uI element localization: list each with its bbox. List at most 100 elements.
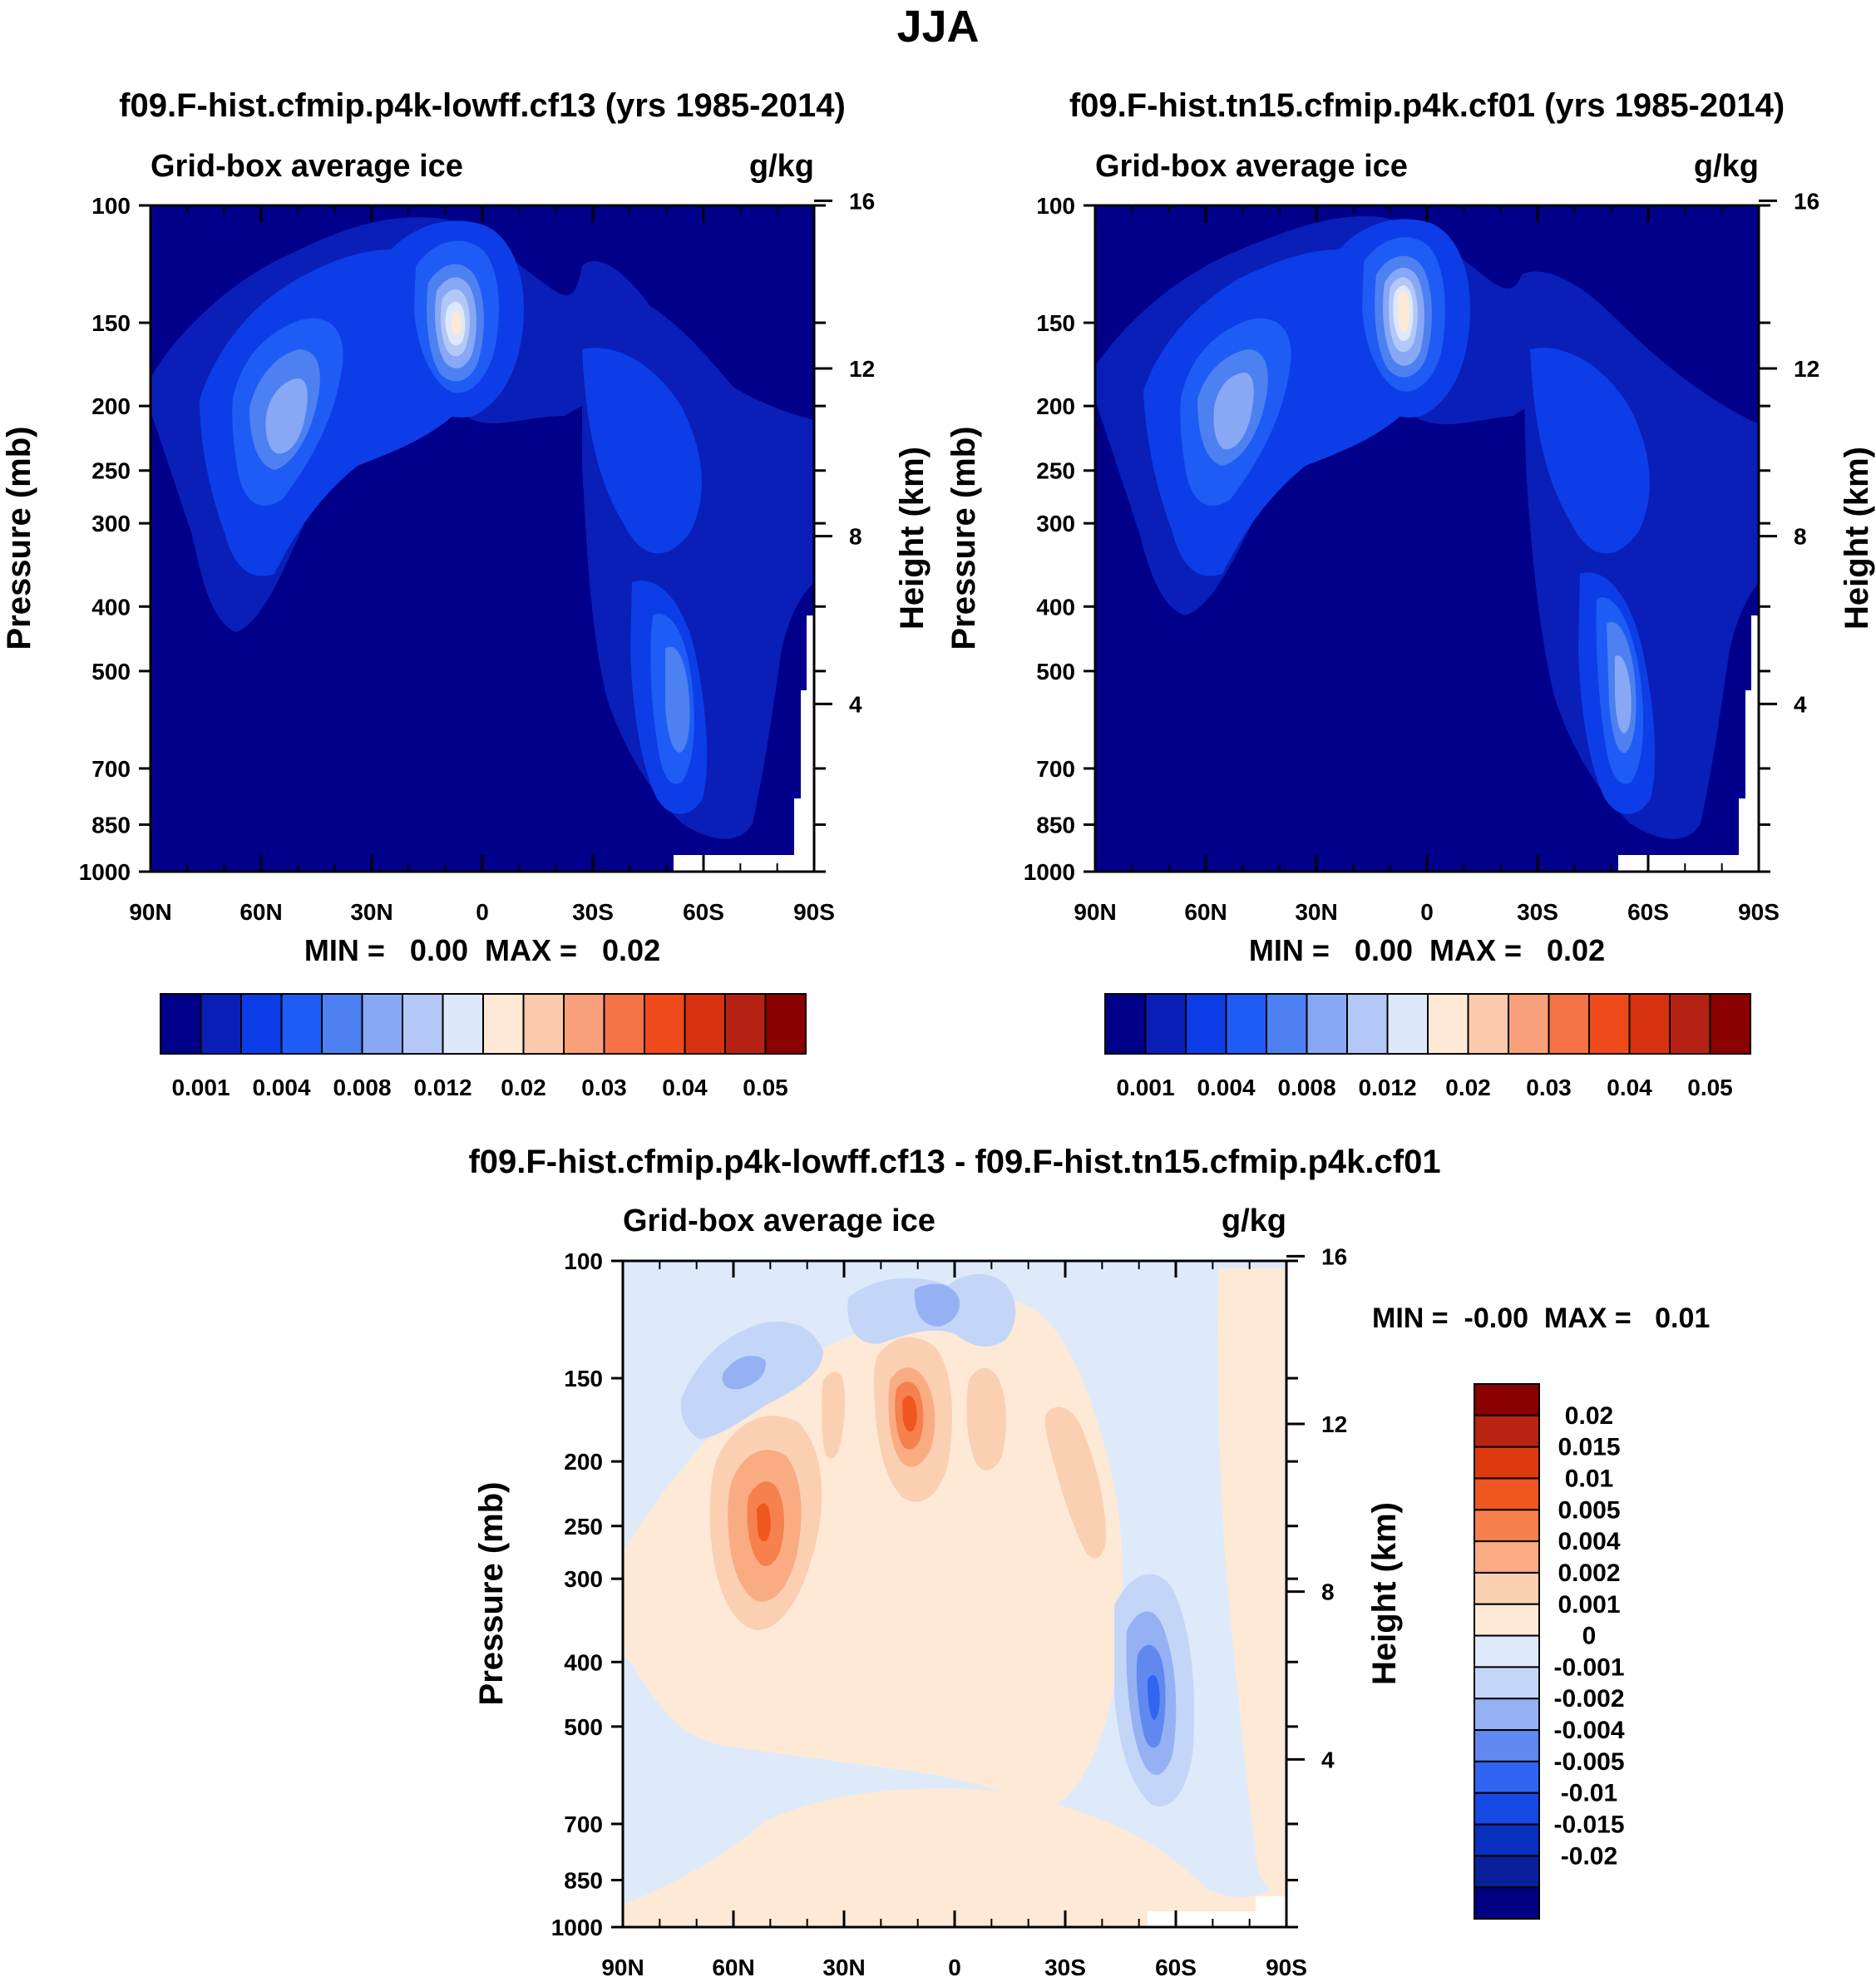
x-tick-label: 30N xyxy=(350,899,392,925)
panel-b-contour-sh-upper-2 xyxy=(1530,348,1650,554)
x-tick-label: 30S xyxy=(572,899,614,925)
colorbar-box xyxy=(1346,993,1389,1055)
colorbar-box xyxy=(1225,993,1267,1055)
colorbar-box xyxy=(1628,993,1671,1055)
y-tick-label: 700 xyxy=(1036,756,1075,782)
colorbar-label: 0.001 xyxy=(171,1075,230,1100)
y-tick-label: 300 xyxy=(564,1566,603,1592)
y-tick-label: 1000 xyxy=(1024,859,1075,885)
panel-b-missing-data xyxy=(1618,615,1759,872)
panel-a-contour-eq-8 xyxy=(452,311,462,335)
y-tick-label: 100 xyxy=(564,1248,603,1274)
height-tick-label: 16 xyxy=(1794,188,1819,214)
colorbar-label: 0.001 xyxy=(1558,1591,1620,1619)
colorbar-label: 0.008 xyxy=(333,1075,391,1100)
colorbar-box xyxy=(1474,1509,1540,1543)
height-tick-label: 12 xyxy=(849,356,875,382)
y-tick-label: 700 xyxy=(564,1811,603,1837)
colorbar-box xyxy=(1474,1729,1540,1762)
colorbar-box xyxy=(1474,1414,1540,1448)
panel-b-ylabel: Pressure (mb) xyxy=(945,427,982,650)
panel-c-contour-pos-eq-4 xyxy=(902,1396,917,1432)
panel-c-ylabel: Pressure (mb) xyxy=(473,1482,510,1706)
x-tick-label: 0 xyxy=(476,899,489,925)
x-tick-label: 60S xyxy=(1155,1955,1197,1980)
panel-c-colorbar: 0.02 0.015 0.01 0.005 0.004 0.002 0.001 0 -0.001… xyxy=(1474,1383,1625,1920)
y-tick-label: 100 xyxy=(1036,193,1075,219)
panel-b-variable-label: Grid-box average ice xyxy=(1095,149,1408,184)
panel-c-contour-pos-mid-2 xyxy=(966,1368,1006,1470)
panel-a-contours xyxy=(151,205,814,872)
x-tick-label: 90S xyxy=(1738,899,1780,925)
colorbar-label: 0.04 xyxy=(1607,1075,1652,1100)
colorbar-box xyxy=(1386,993,1429,1055)
x-tick-label: 60S xyxy=(683,899,724,925)
y-tick-label: 400 xyxy=(91,594,131,620)
panel-a-minmax: MIN = 0.00 MAX = 0.02 xyxy=(304,933,660,967)
colorbar-box xyxy=(1474,1886,1540,1920)
panel-c-contour-pos-lower xyxy=(623,1788,1286,1927)
colorbar-box xyxy=(1508,993,1550,1055)
height-tick-label: 12 xyxy=(1794,356,1819,382)
colorbar-label: 0.008 xyxy=(1277,1075,1335,1100)
colorbar-box xyxy=(1474,1603,1540,1637)
colorbar-box xyxy=(563,993,605,1055)
colorbar-label: -0.001 xyxy=(1553,1653,1624,1681)
colorbar-box xyxy=(1474,1760,1540,1794)
colorbar-label: 0.01 xyxy=(1565,1465,1613,1492)
panel-a-units-label: g/kg xyxy=(749,149,814,184)
x-tick-label: 30S xyxy=(1044,1955,1086,1980)
panel-b-axes: 100 150 200 250 300 400 500 700 850 1000 16 12 8 4 90N… xyxy=(1024,188,1819,925)
panel-b-contour-sh-5 xyxy=(1615,655,1632,734)
colorbar-box xyxy=(1104,993,1147,1055)
x-tick-label: 30S xyxy=(1517,899,1558,925)
panel-c-axes: 100 150 200 250 300 400 500 700 850 1000 16 12 8 4 90N… xyxy=(551,1243,1347,1980)
panel-c: f09.F-hist.cfmip.p4k-lowff.cf13 - f09.F-… xyxy=(468,1144,1710,1980)
colorbar-label: 0.012 xyxy=(1358,1075,1416,1100)
colorbar-box xyxy=(1144,993,1187,1055)
y-tick-label: 100 xyxy=(91,193,131,219)
colorbar-label: 0.02 xyxy=(1565,1402,1613,1430)
colorbar-box xyxy=(240,993,283,1055)
panel-c-missing-data xyxy=(1148,1896,1286,1927)
x-tick-label: 30N xyxy=(822,1955,865,1980)
colorbar-label: 0.001 xyxy=(1116,1075,1174,1100)
colorbar-label: -0.02 xyxy=(1561,1842,1617,1870)
colorbar-box xyxy=(724,993,767,1055)
y-tick-label: 850 xyxy=(564,1867,603,1893)
y-tick-label: 400 xyxy=(564,1649,603,1675)
height-tick-label: 4 xyxy=(1321,1747,1335,1772)
colorbar-label: 0.015 xyxy=(1558,1434,1620,1461)
x-tick-label: 60N xyxy=(1184,899,1227,925)
colorbar-label: 0.004 xyxy=(1558,1528,1620,1555)
colorbar-box xyxy=(402,993,444,1055)
colorbar-box xyxy=(160,993,202,1055)
y-tick-label: 850 xyxy=(91,812,131,838)
colorbar-box xyxy=(1474,1383,1540,1416)
panel-c-minmax: MIN = -0.00 MAX = 0.01 xyxy=(1372,1302,1710,1334)
height-tick-label: 8 xyxy=(1794,524,1807,550)
panel-a-title: f09.F-hist.cfmip.p4k-lowff.cf13 (yrs 198… xyxy=(119,87,846,124)
x-tick-label: 0 xyxy=(948,1955,961,1980)
colorbar-box xyxy=(1467,993,1509,1055)
colorbar-label: 0.03 xyxy=(1526,1075,1572,1100)
y-tick-label: 200 xyxy=(1036,393,1075,419)
panel-b-contour-nh-5 xyxy=(1213,373,1254,450)
panel-a-ylabel: Pressure (mb) xyxy=(1,427,37,650)
height-tick-label: 8 xyxy=(849,524,862,550)
y-tick-label: 1000 xyxy=(551,1915,603,1940)
colorbar-label: -0.002 xyxy=(1553,1685,1624,1713)
y-tick-label: 300 xyxy=(91,511,131,536)
x-tick-label: 0 xyxy=(1420,899,1434,925)
panel-a: f09.F-hist.cfmip.p4k-lowff.cf13 (yrs 198… xyxy=(1,87,931,1100)
panel-a-ylabel-right: Height (km) xyxy=(894,447,931,630)
panel-c-contours xyxy=(623,1261,1286,1927)
colorbar-box xyxy=(1669,993,1711,1055)
colorbar-box xyxy=(684,993,726,1055)
y-tick-label: 700 xyxy=(91,756,131,782)
y-tick-label: 850 xyxy=(1036,812,1075,838)
panel-c-contour-pos-mid xyxy=(822,1372,846,1459)
colorbar-box xyxy=(200,993,242,1055)
y-tick-label: 500 xyxy=(1036,659,1075,685)
